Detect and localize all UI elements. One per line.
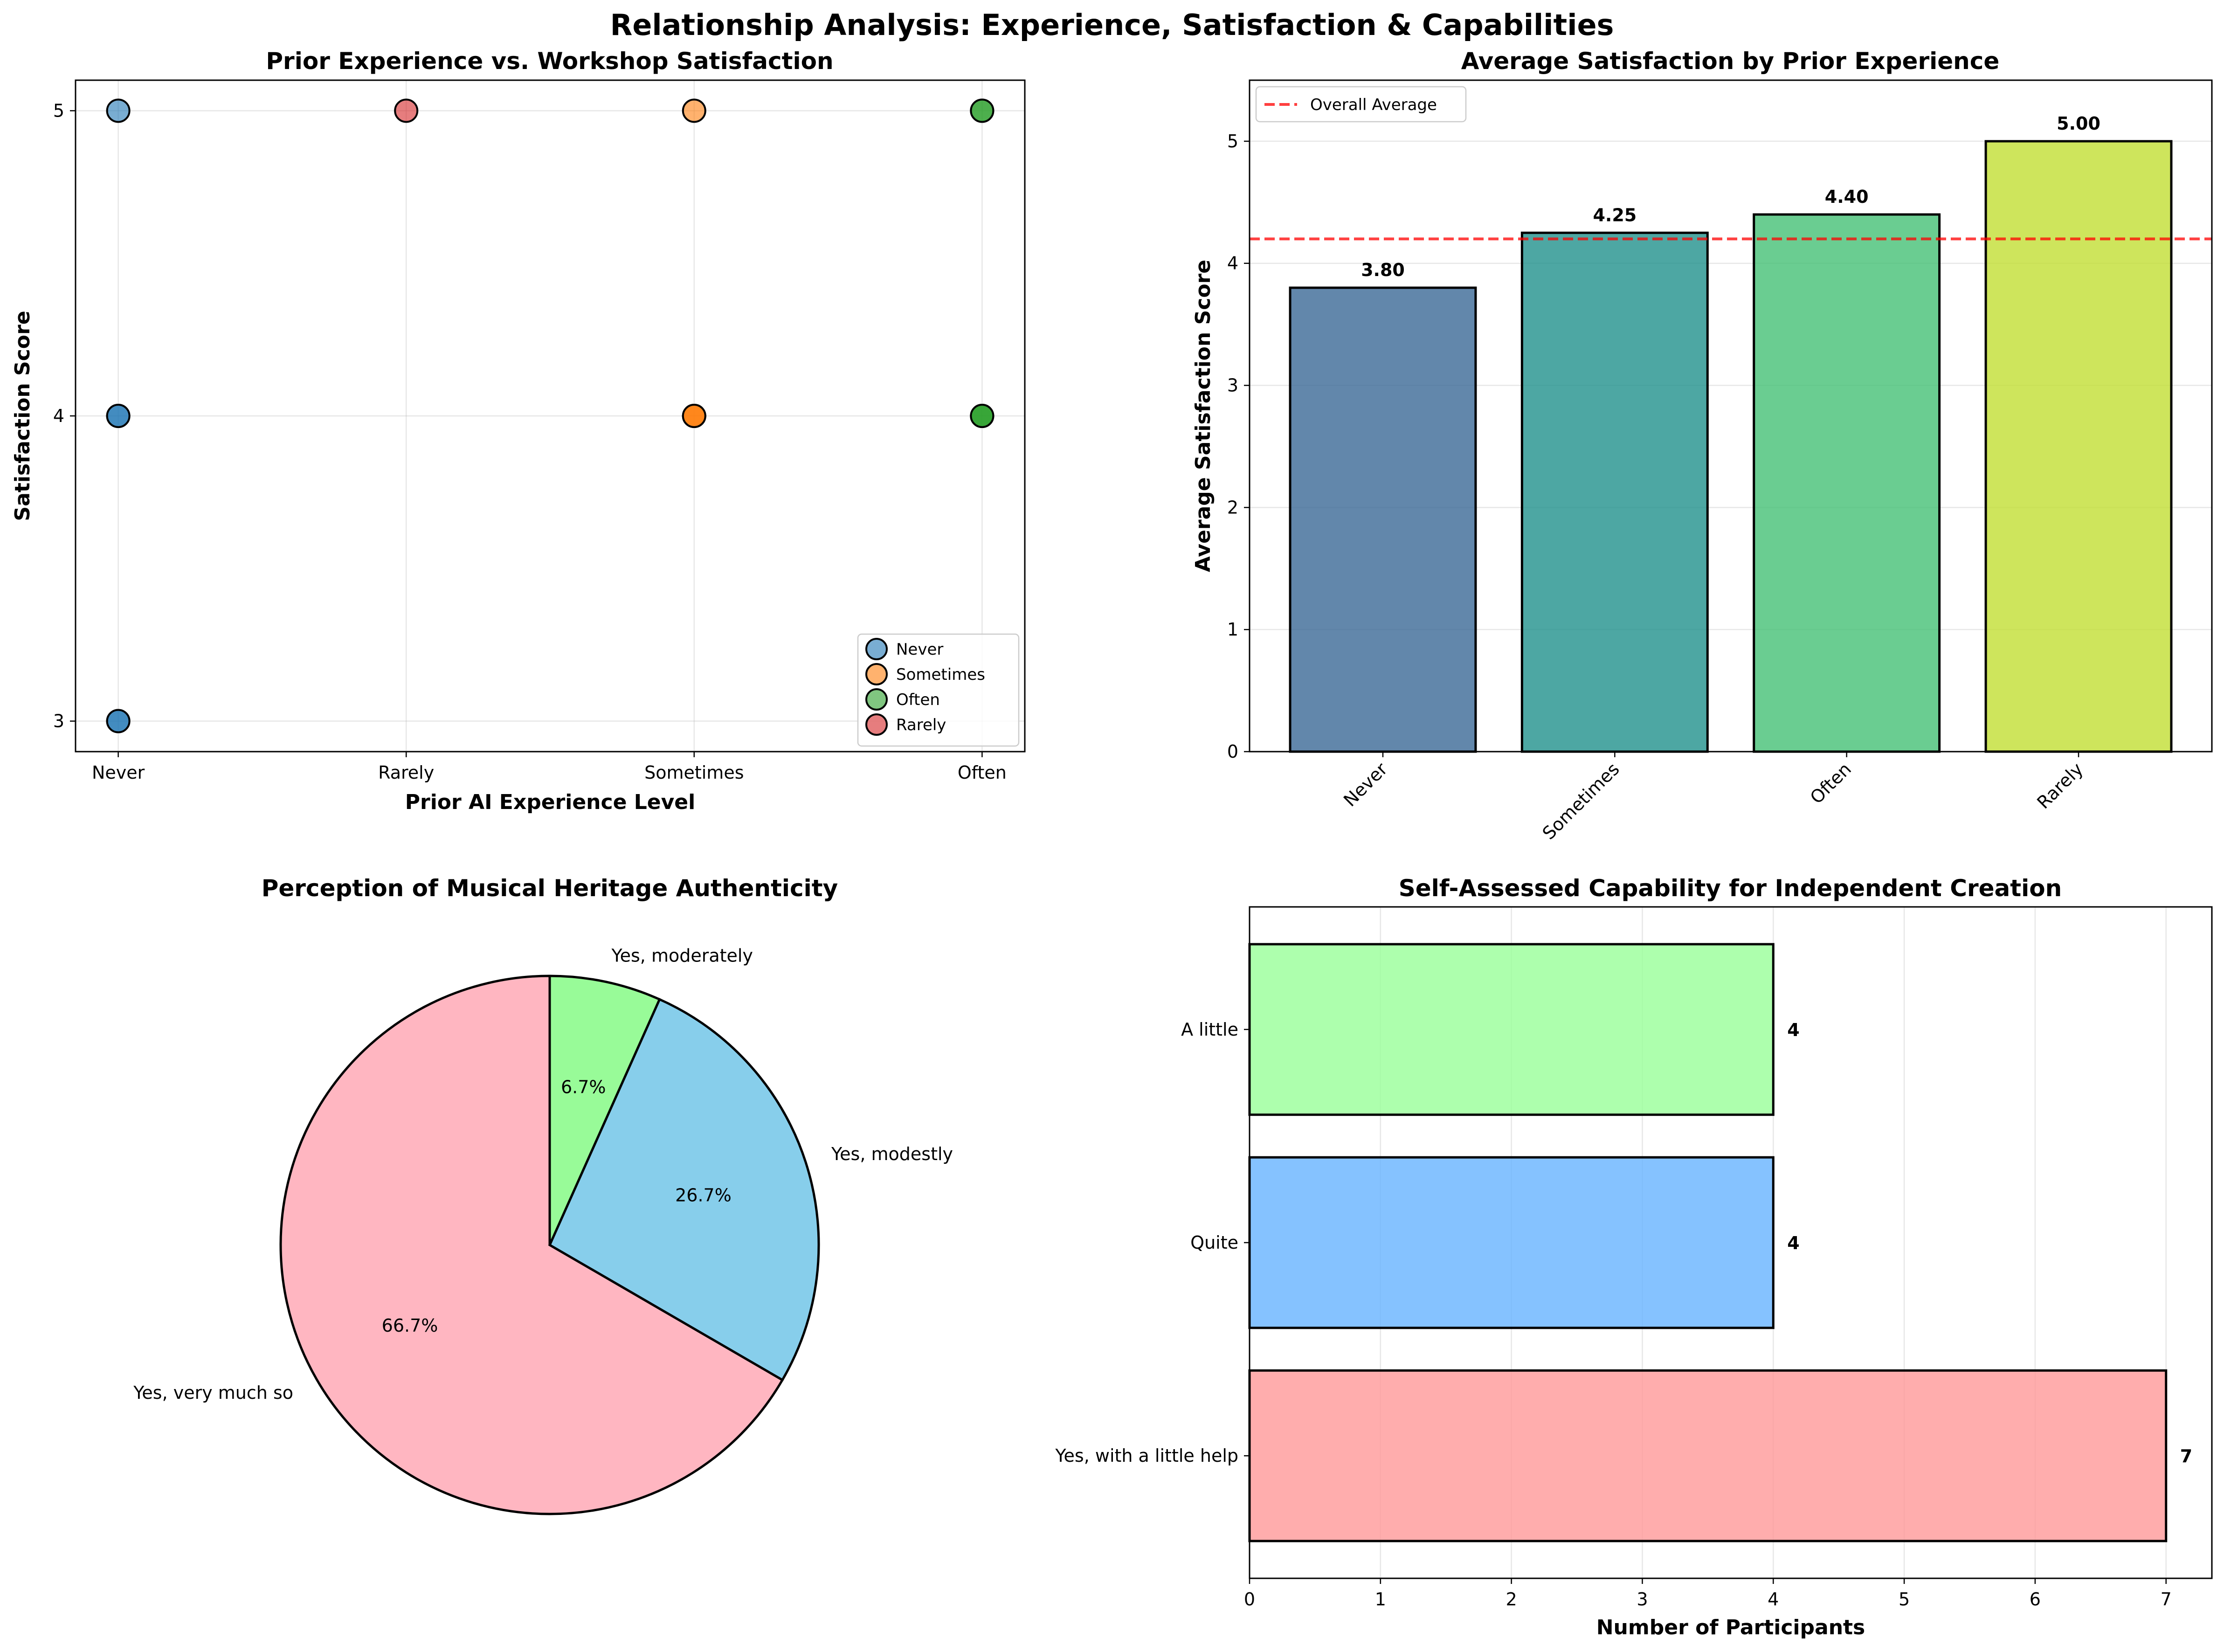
- avg-bar: [1520, 231, 1709, 753]
- scatter-y-tick: 5: [53, 100, 64, 121]
- avg-y-tick: 1: [1227, 619, 1238, 640]
- capability-bar-value-label: 4: [1787, 1233, 1799, 1253]
- capability-bar-value-label: 7: [2180, 1446, 2192, 1466]
- capability-bar-value-label: 4: [1787, 1020, 1799, 1040]
- avg-bar: [1984, 140, 2173, 753]
- capability-x-axis-label: Number of Participants: [1596, 1616, 1865, 1639]
- scatter-y-tick: 3: [53, 711, 64, 732]
- avg-bar: [1753, 213, 1941, 753]
- capability-x-tick: 6: [2030, 1589, 2041, 1610]
- figure-title: Relationship Analysis: Experience, Satis…: [610, 8, 1614, 42]
- capability-x-tick: 4: [1768, 1589, 1779, 1610]
- pie-slice: [548, 975, 661, 1246]
- legend-entry: Sometimes: [896, 665, 985, 684]
- pie-pct-label: 66.7%: [382, 1315, 438, 1336]
- scatter-x-tick: Never: [92, 762, 145, 783]
- scatter-legend: Never Sometimes Often Rarely: [857, 633, 1020, 747]
- scatter-point: [106, 98, 131, 123]
- scatter-x-tick: Rarely: [378, 762, 434, 783]
- scatter-x-tick: Sometimes: [644, 762, 744, 783]
- avg-satisfaction-legend: Overall Average: [1255, 86, 1467, 123]
- pie-slice-label: Yes, very much so: [133, 1382, 293, 1403]
- scatter-point: [970, 404, 995, 428]
- capability-x-tick: 0: [1244, 1589, 1255, 1610]
- scatter-y-tick: 4: [53, 406, 64, 426]
- avg-satisfaction-title: Average Satisfaction by Prior Experience: [1461, 48, 2000, 75]
- scatter-y-axis-label: Satisfaction Score: [11, 311, 35, 521]
- pie-slice: [548, 997, 820, 1382]
- pie-slice: [279, 975, 784, 1515]
- avg-y-tick: 0: [1227, 741, 1238, 762]
- capability-bar: [1248, 1156, 1775, 1329]
- legend-entry: Never: [896, 640, 943, 659]
- capability-x-tick: 7: [2161, 1589, 2172, 1610]
- capability-x-tick: 5: [1899, 1589, 1910, 1610]
- capability-bar: [1248, 1369, 2168, 1542]
- avg-bar: [1289, 286, 1477, 753]
- pie-pct-label: 26.7%: [675, 1185, 732, 1206]
- pie-panel: Perception of Musical Heritage Authentic…: [133, 875, 953, 1515]
- capability-x-tick: 2: [1506, 1589, 1517, 1610]
- scatter-point: [394, 98, 419, 123]
- avg-bar-value-label: 4.40: [1825, 187, 1869, 207]
- scatter-title: Prior Experience vs. Workshop Satisfacti…: [266, 48, 833, 75]
- capability-y-tick: Yes, with a little help: [1055, 1445, 1238, 1466]
- avg-y-tick: 2: [1227, 497, 1238, 518]
- pie-slice-label: Yes, modestly: [831, 1144, 953, 1164]
- scatter-x-axis-label: Prior AI Experience Level: [405, 790, 695, 814]
- legend-marker: [865, 713, 888, 736]
- capability-x-tick: 1: [1375, 1589, 1386, 1610]
- pie-pct-label: 6.7%: [561, 1077, 606, 1097]
- scatter-point: [106, 709, 131, 733]
- scatter-point: [682, 98, 706, 123]
- capability-bar: [1248, 943, 1775, 1116]
- legend-marker: [865, 688, 888, 711]
- pie-title: Perception of Musical Heritage Authentic…: [262, 875, 838, 902]
- legend-marker: [865, 663, 888, 685]
- capability-x-tick: 3: [1637, 1589, 1648, 1610]
- pie-slice-label: Yes, moderately: [611, 945, 753, 966]
- scatter-point: [106, 404, 131, 428]
- avg-y-tick: 4: [1227, 253, 1238, 274]
- avg-y-tick: 5: [1227, 131, 1238, 152]
- legend-entry: Often: [896, 691, 940, 709]
- avg-bar-value-label: 5.00: [2057, 113, 2100, 134]
- avg-bar-value-label: 4.25: [1593, 205, 1637, 225]
- legend-entry: Rarely: [896, 716, 946, 734]
- scatter-point: [970, 98, 995, 123]
- avg-y-tick: 3: [1227, 375, 1238, 396]
- scatter-x-tick: Often: [958, 762, 1007, 783]
- legend-overall-average: Overall Average: [1310, 96, 1437, 114]
- scatter-panel: Prior Experience vs. Workshop Satisfacti…: [11, 48, 1026, 814]
- avg-satisfaction-panel: Average Satisfaction by Prior Experience…: [1191, 48, 2213, 843]
- capability-panel: Self-Assessed Capability for Independent…: [1055, 875, 2213, 1639]
- avg-satisfaction-y-axis-label: Average Satisfaction Score: [1191, 260, 1215, 572]
- scatter-point: [682, 404, 706, 428]
- legend-marker: [865, 638, 888, 660]
- avg-bar-value-label: 3.80: [1361, 260, 1405, 280]
- capability-y-tick: Quite: [1190, 1232, 1238, 1253]
- capability-title: Self-Assessed Capability for Independent…: [1399, 875, 2062, 902]
- capability-y-tick: A little: [1181, 1019, 1238, 1040]
